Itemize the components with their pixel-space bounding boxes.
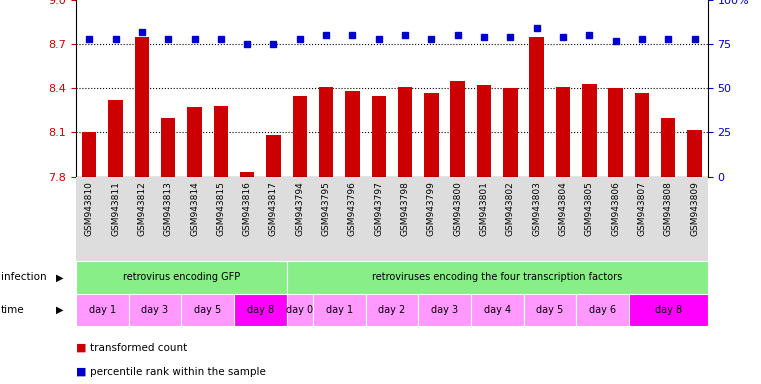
Text: GSM943798: GSM943798 xyxy=(400,181,409,236)
Text: transformed count: transformed count xyxy=(90,343,187,353)
Bar xyxy=(266,136,281,177)
Bar xyxy=(608,88,622,177)
Text: day 3: day 3 xyxy=(142,305,169,315)
Text: GSM943804: GSM943804 xyxy=(559,181,568,236)
Text: GSM943811: GSM943811 xyxy=(111,181,120,236)
Text: day 2: day 2 xyxy=(378,305,406,315)
Bar xyxy=(214,106,228,177)
Text: retroviruses encoding the four transcription factors: retroviruses encoding the four transcrip… xyxy=(372,272,622,283)
Text: infection: infection xyxy=(1,272,46,283)
Bar xyxy=(161,118,176,177)
Bar xyxy=(240,172,254,177)
Text: GSM943807: GSM943807 xyxy=(638,181,646,236)
Text: GSM943813: GSM943813 xyxy=(164,181,173,236)
Text: GSM943814: GSM943814 xyxy=(190,181,199,236)
Text: day 8: day 8 xyxy=(247,305,274,315)
Text: day 1: day 1 xyxy=(326,305,353,315)
Bar xyxy=(635,93,649,177)
Text: GSM943794: GSM943794 xyxy=(295,181,304,236)
Text: GSM943802: GSM943802 xyxy=(506,181,515,236)
Text: GSM943796: GSM943796 xyxy=(348,181,357,236)
Bar xyxy=(471,294,524,326)
Bar xyxy=(108,100,123,177)
Text: GSM943803: GSM943803 xyxy=(532,181,541,236)
Bar xyxy=(419,294,471,326)
Text: GSM943806: GSM943806 xyxy=(611,181,620,236)
Bar xyxy=(530,37,544,177)
Bar xyxy=(424,93,438,177)
Bar xyxy=(365,294,419,326)
Bar xyxy=(135,37,149,177)
Text: GSM943815: GSM943815 xyxy=(216,181,225,236)
Text: day 0: day 0 xyxy=(286,305,314,315)
Text: GSM943808: GSM943808 xyxy=(664,181,673,236)
Bar xyxy=(556,87,570,177)
Bar xyxy=(524,294,576,326)
Text: ▶: ▶ xyxy=(56,272,63,283)
Bar xyxy=(287,294,313,326)
Text: time: time xyxy=(1,305,24,315)
Bar xyxy=(287,261,708,294)
Bar xyxy=(661,118,676,177)
Text: day 4: day 4 xyxy=(484,305,511,315)
Text: GSM943797: GSM943797 xyxy=(374,181,384,236)
Text: GSM943801: GSM943801 xyxy=(479,181,489,236)
Bar xyxy=(345,91,360,177)
Text: GSM943800: GSM943800 xyxy=(454,181,462,236)
Bar xyxy=(76,294,129,326)
Text: percentile rank within the sample: percentile rank within the sample xyxy=(90,367,266,377)
Bar xyxy=(398,87,412,177)
Text: day 5: day 5 xyxy=(537,305,563,315)
Text: ■: ■ xyxy=(76,367,87,377)
Bar xyxy=(82,132,97,177)
Bar xyxy=(181,294,234,326)
Bar xyxy=(319,87,333,177)
Bar xyxy=(582,84,597,177)
Bar xyxy=(234,294,287,326)
Text: GSM943817: GSM943817 xyxy=(269,181,278,236)
Text: GSM943816: GSM943816 xyxy=(243,181,252,236)
Text: day 5: day 5 xyxy=(194,305,221,315)
Text: ■: ■ xyxy=(76,343,87,353)
Bar xyxy=(129,294,181,326)
Bar xyxy=(477,85,492,177)
Bar xyxy=(292,96,307,177)
Text: GSM943810: GSM943810 xyxy=(84,181,94,236)
Text: day 1: day 1 xyxy=(89,305,116,315)
Text: day 8: day 8 xyxy=(654,305,682,315)
Text: day 6: day 6 xyxy=(589,305,616,315)
Bar xyxy=(451,81,465,177)
Bar xyxy=(313,294,365,326)
Bar xyxy=(187,108,202,177)
Text: GSM943809: GSM943809 xyxy=(690,181,699,236)
Text: day 3: day 3 xyxy=(431,305,458,315)
Bar xyxy=(371,96,386,177)
Bar xyxy=(503,88,517,177)
Bar xyxy=(76,261,287,294)
Text: GSM943812: GSM943812 xyxy=(138,181,146,236)
Text: GSM943799: GSM943799 xyxy=(427,181,436,236)
Bar xyxy=(687,129,702,177)
Bar xyxy=(576,294,629,326)
Text: retrovirus encoding GFP: retrovirus encoding GFP xyxy=(123,272,240,283)
Text: ▶: ▶ xyxy=(56,305,63,315)
Text: GSM943805: GSM943805 xyxy=(584,181,594,236)
Text: GSM943795: GSM943795 xyxy=(322,181,330,236)
Bar xyxy=(629,294,708,326)
